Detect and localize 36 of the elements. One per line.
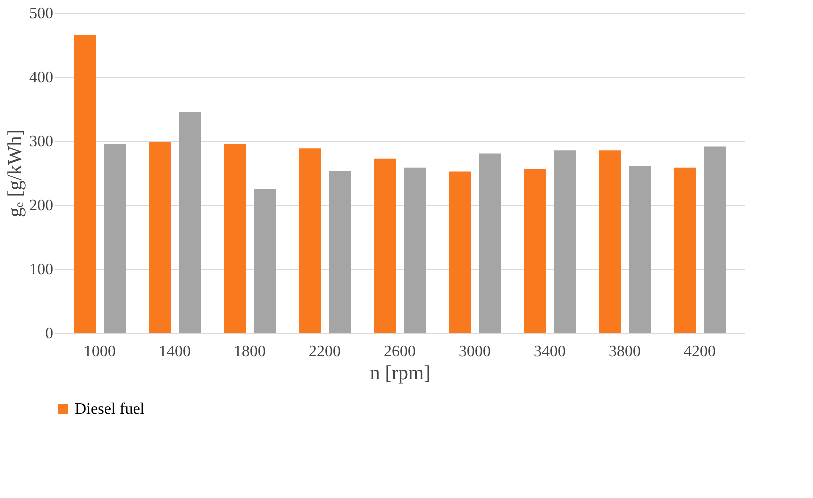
y-tick-label: 200 [30, 198, 54, 214]
x-tick-label: 1400 [159, 344, 191, 360]
y-tick-label: 0 [46, 326, 54, 342]
bar [404, 168, 426, 333]
bar [149, 142, 171, 333]
bar [104, 144, 126, 333]
bar [299, 148, 321, 333]
bar [224, 144, 246, 333]
legend-label: Diesel fuel [75, 401, 146, 418]
y-tick-label: 500 [30, 6, 54, 22]
bar [74, 35, 96, 333]
bar [704, 146, 726, 333]
x-axis-title: n [rpm] [370, 362, 431, 384]
y-tick-label: 300 [30, 134, 54, 150]
bar [674, 168, 696, 333]
x-tick-label: 4200 [684, 344, 716, 360]
bar [329, 171, 351, 333]
bar [479, 154, 501, 333]
y-axis-title: gₑ [g/kWh] [4, 130, 26, 218]
bar [599, 150, 621, 333]
x-tick-label: 2200 [309, 344, 341, 360]
y-tick-label: 400 [30, 70, 54, 86]
bar [629, 166, 651, 333]
bar [179, 112, 201, 333]
y-tick-label: 100 [30, 262, 54, 278]
bar [374, 158, 396, 333]
x-tick-label: 2600 [384, 344, 416, 360]
x-tick-label: 1800 [234, 344, 266, 360]
bar [254, 189, 276, 333]
bar [554, 150, 576, 333]
bar [449, 172, 471, 333]
x-tick-label: 3000 [459, 344, 491, 360]
bar [524, 169, 546, 333]
x-tick-label: 3800 [609, 344, 641, 360]
x-tick-label: 3400 [534, 344, 566, 360]
x-tick-label: 1000 [84, 344, 116, 360]
